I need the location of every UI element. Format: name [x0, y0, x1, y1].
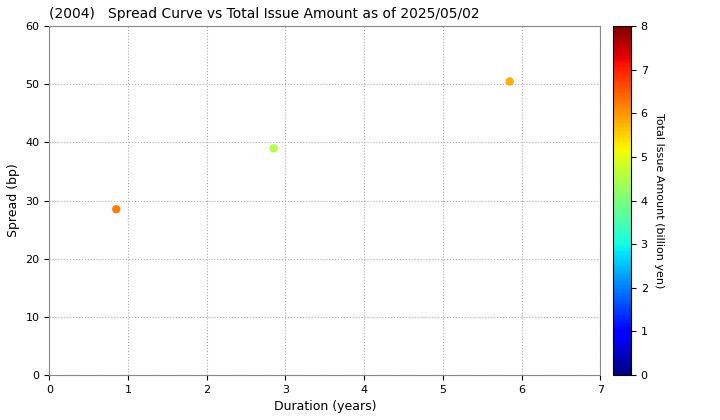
Y-axis label: Total Issue Amount (billion yen): Total Issue Amount (billion yen) — [654, 113, 665, 288]
Point — [110, 206, 122, 213]
X-axis label: Duration (years): Duration (years) — [274, 400, 376, 413]
Point — [504, 78, 516, 85]
Y-axis label: Spread (bp): Spread (bp) — [7, 164, 20, 237]
Point — [268, 145, 279, 152]
Text: (2004)   Spread Curve vs Total Issue Amount as of 2025/05/02: (2004) Spread Curve vs Total Issue Amoun… — [50, 7, 480, 21]
